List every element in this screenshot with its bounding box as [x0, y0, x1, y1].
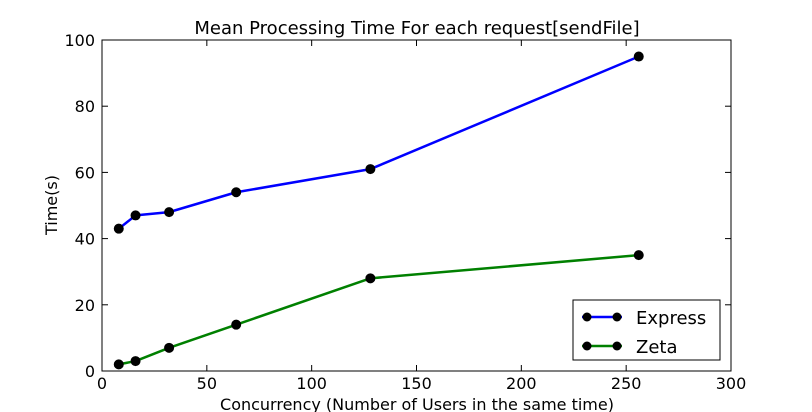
legend-marker: [612, 312, 622, 322]
data-point-zeta: [365, 273, 376, 284]
legend-label-zeta: Zeta: [636, 337, 678, 358]
data-point-express: [231, 187, 242, 198]
series-line-zeta: [118, 253, 639, 366]
x-tick-label: 50: [197, 374, 217, 393]
x-axis-label: Concurrency (Number of Users in the same…: [220, 395, 614, 412]
legend-label-express: Express: [636, 308, 706, 329]
data-point-zeta: [130, 356, 141, 367]
y-axis-label: Time(s): [42, 175, 61, 236]
data-point-express: [633, 51, 644, 62]
x-tick-label: 0: [97, 374, 107, 393]
data-point-express: [130, 210, 141, 221]
x-tick-label: 150: [401, 374, 432, 393]
plot-area: 0 50 100 150 200 250 300 0 20 40 60 80 100: [64, 31, 746, 393]
data-point-express: [164, 207, 175, 218]
data-point-express: [113, 223, 124, 234]
data-point-zeta: [633, 250, 644, 261]
data-point-express: [365, 164, 376, 175]
y-tick-label: 80: [75, 97, 95, 116]
y-tick-label: 0: [85, 362, 95, 381]
y-tick-label: 20: [75, 296, 95, 315]
legend: Express Zeta: [572, 299, 721, 361]
x-tick-label: 300: [716, 374, 747, 393]
data-point-zeta: [164, 342, 175, 353]
chart-title: Mean Processing Time For each request[se…: [194, 18, 639, 39]
series-line-express: [117, 55, 640, 230]
legend-marker: [612, 341, 622, 351]
x-tick-label: 100: [296, 374, 327, 393]
data-point-zeta: [113, 359, 124, 370]
y-tick-label: 100: [64, 31, 95, 50]
data-point-zeta: [231, 319, 242, 330]
x-tick-label: 250: [611, 374, 642, 393]
legend-box: [572, 299, 721, 361]
y-tick-label: 40: [75, 230, 95, 249]
y-tick-label: 60: [75, 163, 95, 182]
x-tick-label: 200: [506, 374, 537, 393]
legend-marker: [582, 312, 592, 322]
legend-marker: [582, 341, 592, 351]
